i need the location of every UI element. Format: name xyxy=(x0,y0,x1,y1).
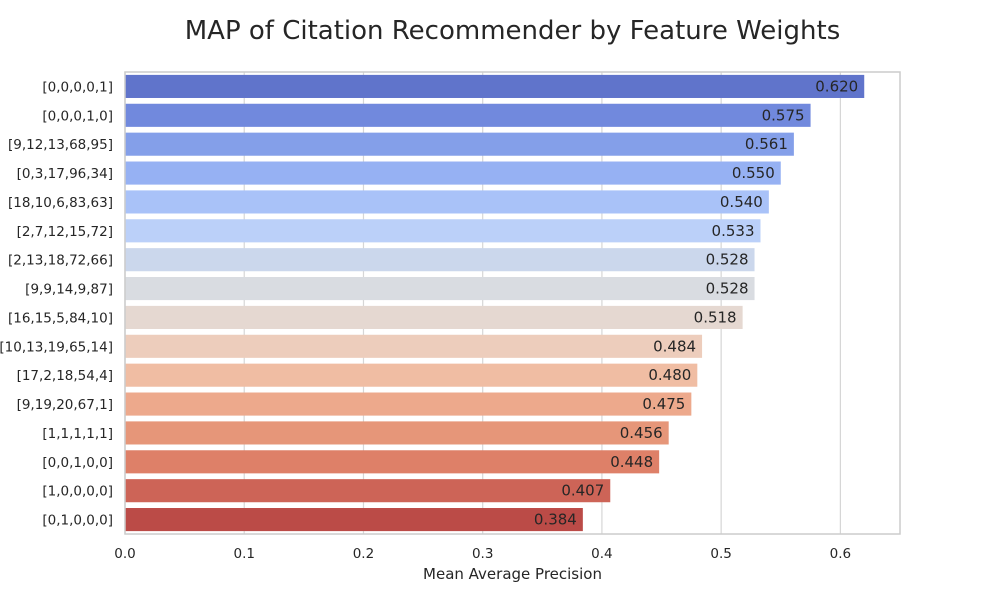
data-label: 0.533 xyxy=(712,222,755,240)
bar xyxy=(125,103,811,127)
bar xyxy=(125,305,743,329)
y-tick-label: [9,19,20,67,1] xyxy=(17,397,113,413)
y-tick-label: [0,3,17,96,34] xyxy=(17,166,113,182)
bar xyxy=(125,421,669,445)
bar xyxy=(125,74,865,98)
y-tick-label: [2,13,18,72,66] xyxy=(8,253,113,269)
data-label: 0.540 xyxy=(720,193,763,211)
plot-frame xyxy=(124,71,901,535)
y-tick-label: [0,0,0,0,1] xyxy=(42,79,113,95)
x-tick-label: 0.4 xyxy=(591,546,612,562)
y-tick-label: [0,0,0,1,0] xyxy=(42,108,113,124)
y-tick-label: [9,12,13,68,95] xyxy=(8,137,113,153)
y-tick-label: [17,2,18,54,4] xyxy=(17,368,113,384)
bar xyxy=(125,161,781,185)
data-label: 0.620 xyxy=(815,77,858,95)
data-label: 0.480 xyxy=(648,366,691,384)
data-label: 0.528 xyxy=(706,280,749,298)
y-tick-label: [16,15,5,84,10] xyxy=(8,310,113,326)
x-tick-label: 0.5 xyxy=(710,546,731,562)
bar xyxy=(125,248,755,272)
y-tick-label: [9,9,14,9,87] xyxy=(25,282,113,298)
data-label: 0.384 xyxy=(534,511,577,529)
bar xyxy=(125,277,755,301)
data-label: 0.475 xyxy=(642,395,685,413)
bar xyxy=(125,190,769,214)
bar xyxy=(125,392,692,416)
y-tick-label: [18,10,6,83,63] xyxy=(8,195,113,211)
y-tick-label: [0,0,1,0,0] xyxy=(42,455,113,471)
x-tick-label: 0.1 xyxy=(233,546,254,562)
data-label: 0.528 xyxy=(706,251,749,269)
bar xyxy=(125,132,794,156)
data-label: 0.448 xyxy=(610,453,653,471)
y-tick-label: [1,0,0,0,0] xyxy=(42,484,113,500)
bar xyxy=(125,450,660,474)
data-label: 0.456 xyxy=(620,424,663,442)
data-label: 0.561 xyxy=(745,135,788,153)
x-tick-label: 0.0 xyxy=(114,546,135,562)
bar xyxy=(125,334,703,358)
x-tick-label: 0.2 xyxy=(353,546,374,562)
y-tick-label: [0,1,0,0,0] xyxy=(42,513,113,529)
bar xyxy=(125,508,583,532)
x-tick-label: 0.3 xyxy=(472,546,493,562)
y-tick-label: [2,7,12,15,72] xyxy=(17,224,113,240)
y-tick-label: [10,13,19,65,14] xyxy=(0,339,113,355)
data-label: 0.484 xyxy=(653,337,696,355)
x-axis-title: Mean Average Precision xyxy=(423,565,602,583)
data-label: 0.518 xyxy=(694,308,737,326)
data-label: 0.407 xyxy=(561,482,604,500)
bar xyxy=(125,479,611,503)
x-tick-label: 0.6 xyxy=(830,546,851,562)
bar xyxy=(125,219,761,243)
y-tick-label: [1,1,1,1,1] xyxy=(42,426,113,442)
chart-title: MAP of Citation Recommender by Feature W… xyxy=(184,16,841,46)
data-label: 0.550 xyxy=(732,164,775,182)
data-label: 0.575 xyxy=(762,106,805,124)
bar xyxy=(125,363,698,387)
